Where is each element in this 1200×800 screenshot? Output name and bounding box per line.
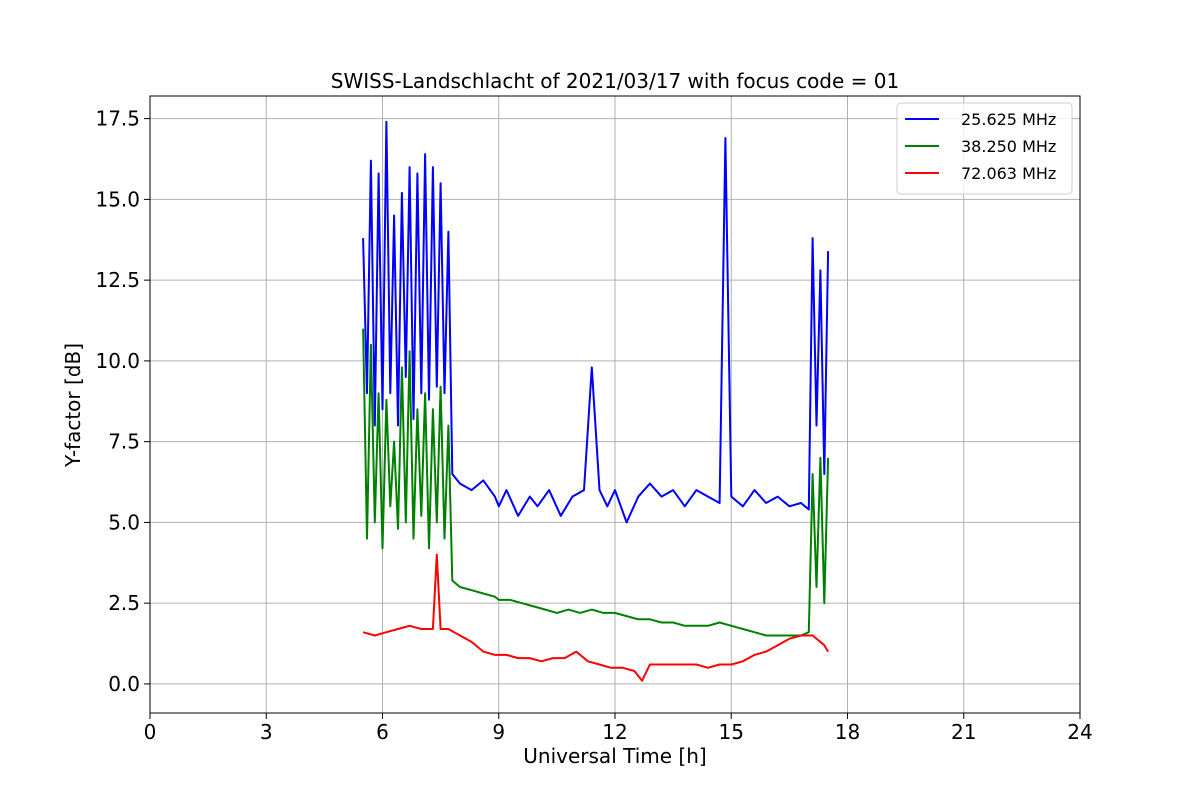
x-tick-label: 24	[1067, 720, 1092, 744]
y-tick-label: 0.0	[108, 672, 140, 696]
y-axis: 0.0 2.5 5.0 7.5 10.0 12.5 15.0 17.5	[95, 107, 150, 696]
series-line-1	[362, 328, 830, 637]
x-tick-label: 21	[951, 720, 976, 744]
legend-box	[896, 102, 1073, 195]
series-layer	[362, 120, 830, 682]
legend-label: 25.625 MHz	[961, 110, 1056, 129]
legend-label: 38.250 MHz	[961, 137, 1056, 156]
y-tick-label: 12.5	[95, 268, 140, 292]
y-tick-label: 5.0	[108, 510, 140, 534]
y-tick-label: 2.5	[108, 591, 140, 615]
x-tick-label: 18	[835, 720, 860, 744]
x-tick-label: 9	[492, 720, 505, 744]
series-line-2	[362, 553, 829, 682]
chart-title: SWISS-Landschlacht of 2021/03/17 with fo…	[331, 69, 899, 93]
y-tick-label: 17.5	[95, 107, 140, 131]
series-line-0	[362, 120, 830, 524]
legend-label: 72.063 MHz	[961, 164, 1056, 183]
x-tick-label: 3	[260, 720, 273, 744]
y-tick-label: 15.0	[95, 187, 140, 211]
y-axis-label: Y-factor [dB]	[61, 343, 85, 468]
x-tick-label: 6	[376, 720, 389, 744]
x-axis-label: Universal Time [h]	[523, 744, 706, 768]
y-tick-label: 10.0	[95, 349, 140, 373]
legend: 25.625 MHz 38.250 MHz 72.063 MHz	[896, 102, 1073, 195]
x-tick-label: 15	[719, 720, 744, 744]
y-tick-label: 7.5	[108, 430, 140, 454]
x-tick-label: 12	[602, 720, 627, 744]
x-tick-label: 0	[144, 720, 157, 744]
x-axis: 0 3 6 9 12 15 18 21 24	[144, 713, 1093, 744]
